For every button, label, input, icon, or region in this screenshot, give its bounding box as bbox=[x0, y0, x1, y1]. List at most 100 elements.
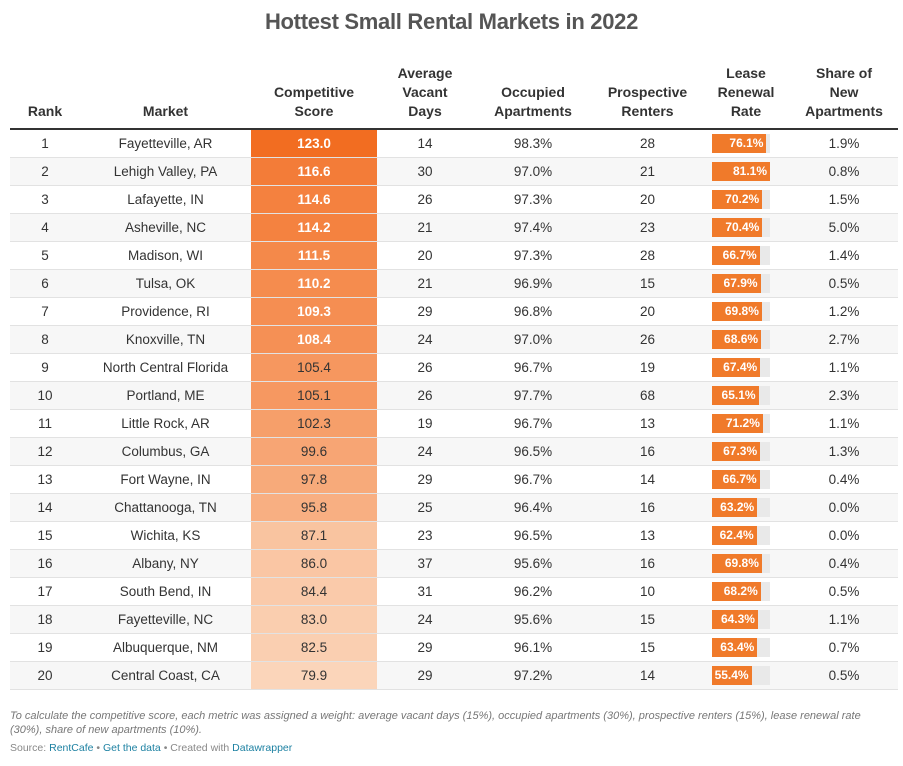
rank-cell: 11 bbox=[10, 409, 80, 438]
occupied-cell: 97.3% bbox=[473, 241, 593, 270]
vacant-days-cell: 21 bbox=[377, 213, 473, 242]
vacant-days-cell: 26 bbox=[377, 185, 473, 214]
lease-renewal-bar: 70.4% bbox=[712, 218, 763, 237]
column-header-competitive-score[interactable]: Competitive Score bbox=[251, 64, 377, 130]
renters-cell: 13 bbox=[593, 521, 702, 550]
new-share-cell: 1.4% bbox=[790, 241, 898, 270]
score-cell: 105.1 bbox=[251, 381, 377, 410]
renters-cell: 19 bbox=[593, 353, 702, 382]
score-cell: 110.2 bbox=[251, 269, 377, 298]
score-cell: 86.0 bbox=[251, 549, 377, 578]
column-header-lease-renewal-rate[interactable]: Lease Renewal Rate bbox=[702, 64, 790, 130]
new-share-cell: 0.7% bbox=[790, 633, 898, 662]
score-cell: 82.5 bbox=[251, 633, 377, 662]
score-cell: 99.6 bbox=[251, 437, 377, 466]
lease-renewal-cell: 63.4% bbox=[702, 633, 790, 662]
lease-renewal-bar: 76.1% bbox=[712, 134, 767, 153]
lease-renewal-track: 62.4% bbox=[712, 526, 770, 545]
score-cell: 116.6 bbox=[251, 157, 377, 186]
occupied-cell: 96.8% bbox=[473, 297, 593, 326]
lease-renewal-track: 68.6% bbox=[712, 330, 770, 349]
occupied-cell: 95.6% bbox=[473, 605, 593, 634]
source-line: Source: RentCafe • Get the data • Create… bbox=[10, 742, 292, 754]
lease-renewal-track: 70.2% bbox=[712, 190, 770, 209]
lease-renewal-cell: 67.4% bbox=[702, 353, 790, 382]
column-header-share-of-new-apartments[interactable]: Share of New Apartments bbox=[790, 64, 898, 130]
lease-renewal-bar: 68.2% bbox=[712, 582, 761, 601]
table-row: 1 Fayetteville, AR 123.0 14 98.3% 28 76.1% 1.9% bbox=[10, 129, 898, 158]
lease-renewal-bar: 69.8% bbox=[712, 554, 762, 573]
rank-cell: 5 bbox=[10, 241, 80, 270]
column-header-line: Rank bbox=[27, 103, 63, 119]
vacant-days-cell: 30 bbox=[377, 157, 473, 186]
column-header-line: Lease bbox=[726, 65, 766, 81]
lease-renewal-track: 70.4% bbox=[712, 218, 770, 237]
new-share-cell: 0.5% bbox=[790, 661, 898, 690]
table-row: 6 Tulsa, OK 110.2 21 96.9% 15 67.9% 0.5% bbox=[10, 269, 898, 298]
lease-renewal-track: 68.2% bbox=[712, 582, 770, 601]
lease-renewal-bar: 68.6% bbox=[712, 330, 762, 349]
rank-cell: 12 bbox=[10, 437, 80, 466]
column-header-average-vacant-days[interactable]: Average Vacant Days bbox=[377, 64, 473, 130]
column-header-line: Renewal bbox=[717, 84, 775, 100]
lease-renewal-bar: 67.4% bbox=[712, 358, 761, 377]
market-cell: Lehigh Valley, PA bbox=[80, 157, 251, 186]
lease-renewal-bar: 65.1% bbox=[712, 386, 759, 405]
new-share-cell: 1.1% bbox=[790, 353, 898, 382]
rank-cell: 19 bbox=[10, 633, 80, 662]
table-row: 8 Knoxville, TN 108.4 24 97.0% 26 68.6% 2.7% bbox=[10, 325, 898, 354]
lease-renewal-track: 81.1% bbox=[712, 162, 770, 181]
lease-renewal-cell: 70.2% bbox=[702, 185, 790, 214]
score-cell: 95.8 bbox=[251, 493, 377, 522]
rank-cell: 8 bbox=[10, 325, 80, 354]
vacant-days-cell: 24 bbox=[377, 325, 473, 354]
vacant-days-cell: 26 bbox=[377, 353, 473, 382]
table-row: 16 Albany, NY 86.0 37 95.6% 16 69.8% 0.4% bbox=[10, 549, 898, 578]
lease-renewal-track: 55.4% bbox=[712, 666, 770, 685]
score-cell: 123.0 bbox=[251, 129, 377, 158]
renters-cell: 15 bbox=[593, 633, 702, 662]
renters-cell: 14 bbox=[593, 465, 702, 494]
new-share-cell: 0.4% bbox=[790, 549, 898, 578]
lease-renewal-track: 69.8% bbox=[712, 302, 770, 321]
lease-renewal-cell: 68.2% bbox=[702, 577, 790, 606]
new-share-cell: 1.1% bbox=[790, 409, 898, 438]
occupied-cell: 96.5% bbox=[473, 437, 593, 466]
score-cell: 83.0 bbox=[251, 605, 377, 634]
column-header-rank[interactable]: Rank bbox=[10, 64, 80, 130]
lease-renewal-track: 66.7% bbox=[712, 246, 770, 265]
new-share-cell: 0.4% bbox=[790, 465, 898, 494]
renters-cell: 14 bbox=[593, 661, 702, 690]
new-share-cell: 0.5% bbox=[790, 577, 898, 606]
lease-renewal-bar: 81.1% bbox=[712, 162, 770, 181]
lease-renewal-bar: 63.2% bbox=[712, 498, 758, 517]
column-header-market[interactable]: Market bbox=[80, 64, 251, 130]
occupied-cell: 97.0% bbox=[473, 157, 593, 186]
column-header-line: Renters bbox=[621, 103, 674, 119]
renters-cell: 68 bbox=[593, 381, 702, 410]
vacant-days-cell: 14 bbox=[377, 129, 473, 158]
lease-renewal-track: 63.2% bbox=[712, 498, 770, 517]
datawrapper-link[interactable]: Datawrapper bbox=[232, 742, 293, 754]
occupied-cell: 97.2% bbox=[473, 661, 593, 690]
column-header-occupied-apartments[interactable]: Occupied Apartments bbox=[473, 64, 593, 130]
occupied-cell: 96.5% bbox=[473, 521, 593, 550]
vacant-days-cell: 26 bbox=[377, 381, 473, 410]
vacant-days-cell: 29 bbox=[377, 465, 473, 494]
column-header-line: Occupied bbox=[501, 84, 565, 100]
renters-cell: 23 bbox=[593, 213, 702, 242]
score-cell: 111.5 bbox=[251, 241, 377, 270]
rank-cell: 16 bbox=[10, 549, 80, 578]
renters-cell: 16 bbox=[593, 549, 702, 578]
market-cell: Madison, WI bbox=[80, 241, 251, 270]
renters-cell: 15 bbox=[593, 605, 702, 634]
get-the-data-link[interactable]: Get the data bbox=[102, 742, 161, 754]
new-share-cell: 2.3% bbox=[790, 381, 898, 410]
market-cell: Portland, ME bbox=[80, 381, 251, 410]
source-link-rentcafe[interactable]: RentCafe bbox=[49, 742, 94, 754]
new-share-cell: 1.2% bbox=[790, 297, 898, 326]
lease-renewal-bar: 62.4% bbox=[712, 526, 757, 545]
table-row: 18 Fayetteville, NC 83.0 24 95.6% 15 64.3% 1.1% bbox=[10, 605, 898, 634]
header-row: Rank Market Competitive Score Average Vacant D… bbox=[10, 64, 898, 130]
column-header-prospective-renters[interactable]: Prospective Renters bbox=[593, 64, 702, 130]
